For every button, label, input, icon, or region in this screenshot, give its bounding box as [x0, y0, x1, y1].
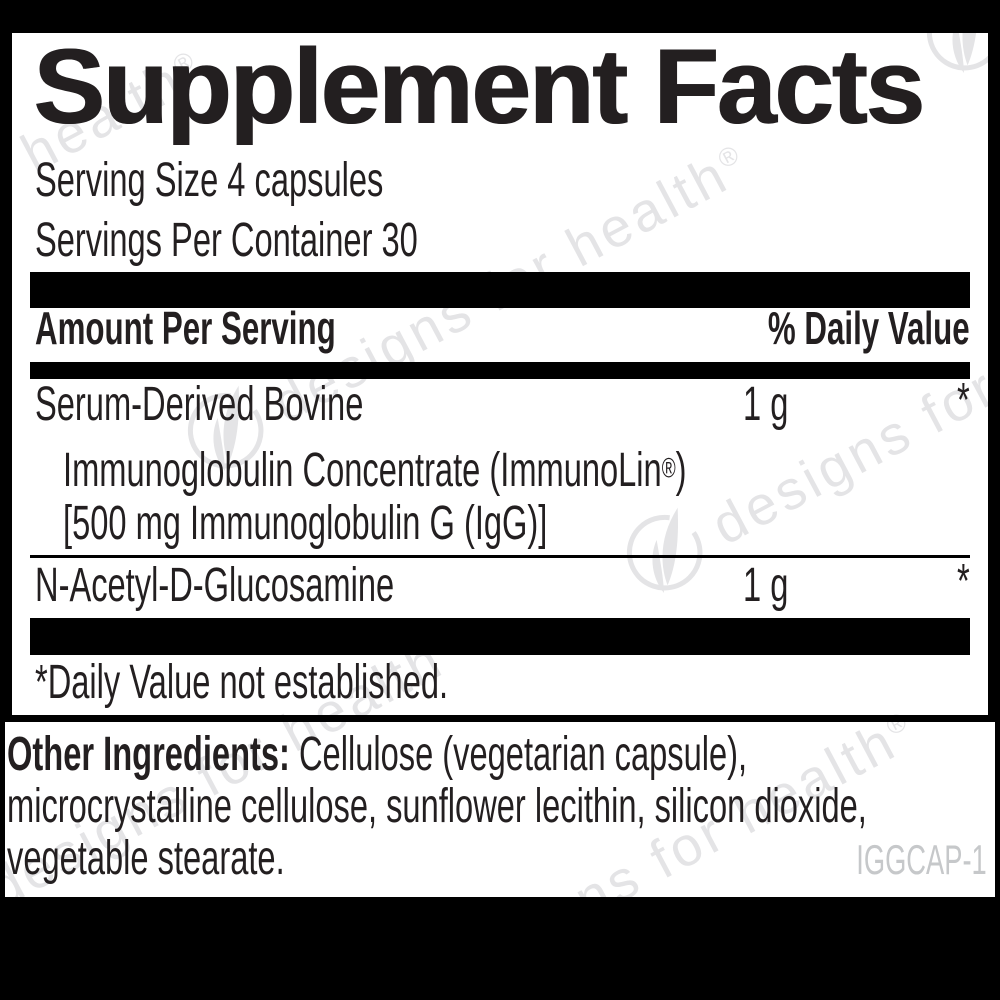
servings-per-container: Servings Per Container 30	[35, 214, 418, 267]
daily-value-footnote: *Daily Value not established.	[35, 656, 449, 709]
supplement-label: designs for health® designs for health® …	[5, 33, 995, 897]
divider-bar-thick-top	[30, 272, 970, 308]
column-header-amount-per-serving: Amount Per Serving	[35, 302, 336, 354]
row-separator-line	[30, 555, 970, 558]
ingredient-row2-daily-value: *	[957, 555, 970, 608]
other-ingredients-line1: Other Ingredients: Cellulose (vegetarian…	[7, 728, 748, 781]
ingredient-row1-line2: Immunoglobulin Concentrate (ImmunoLin®)	[63, 444, 687, 497]
ingredient-row-serum-derived-bovine: Serum-Derived Bovine	[35, 378, 364, 431]
supplement-facts-box	[5, 33, 995, 722]
divider-bar-thin	[30, 362, 970, 379]
ingredient-row2-amount: 1 g	[743, 559, 789, 612]
product-code: IGGCAP-1	[856, 836, 987, 883]
serving-size: Serving Size 4 capsules	[35, 154, 384, 207]
other-ingredients-label: Other Ingredients:	[7, 728, 290, 781]
ingredient-row1-line3: [500 mg Immunoglobulin G (IgG)]	[63, 497, 548, 550]
supplement-facts-title: Supplement Facts	[33, 33, 925, 146]
ingredient-row1-amount: 1 g	[743, 378, 789, 431]
column-header-percent-daily-value: % Daily Value	[768, 302, 970, 354]
ingredient-row-n-acetyl-d-glucosamine: N-Acetyl-D-Glucosamine	[35, 559, 395, 612]
divider-bar-thick-bottom	[30, 618, 970, 655]
registered-mark: ®	[661, 452, 676, 484]
other-ingredients-line2: microcrystalline cellulose, sunflower le…	[7, 780, 867, 833]
ingredient-row1-daily-value: *	[957, 374, 970, 427]
other-ingredients-line3: vegetable stearate.	[7, 832, 285, 885]
